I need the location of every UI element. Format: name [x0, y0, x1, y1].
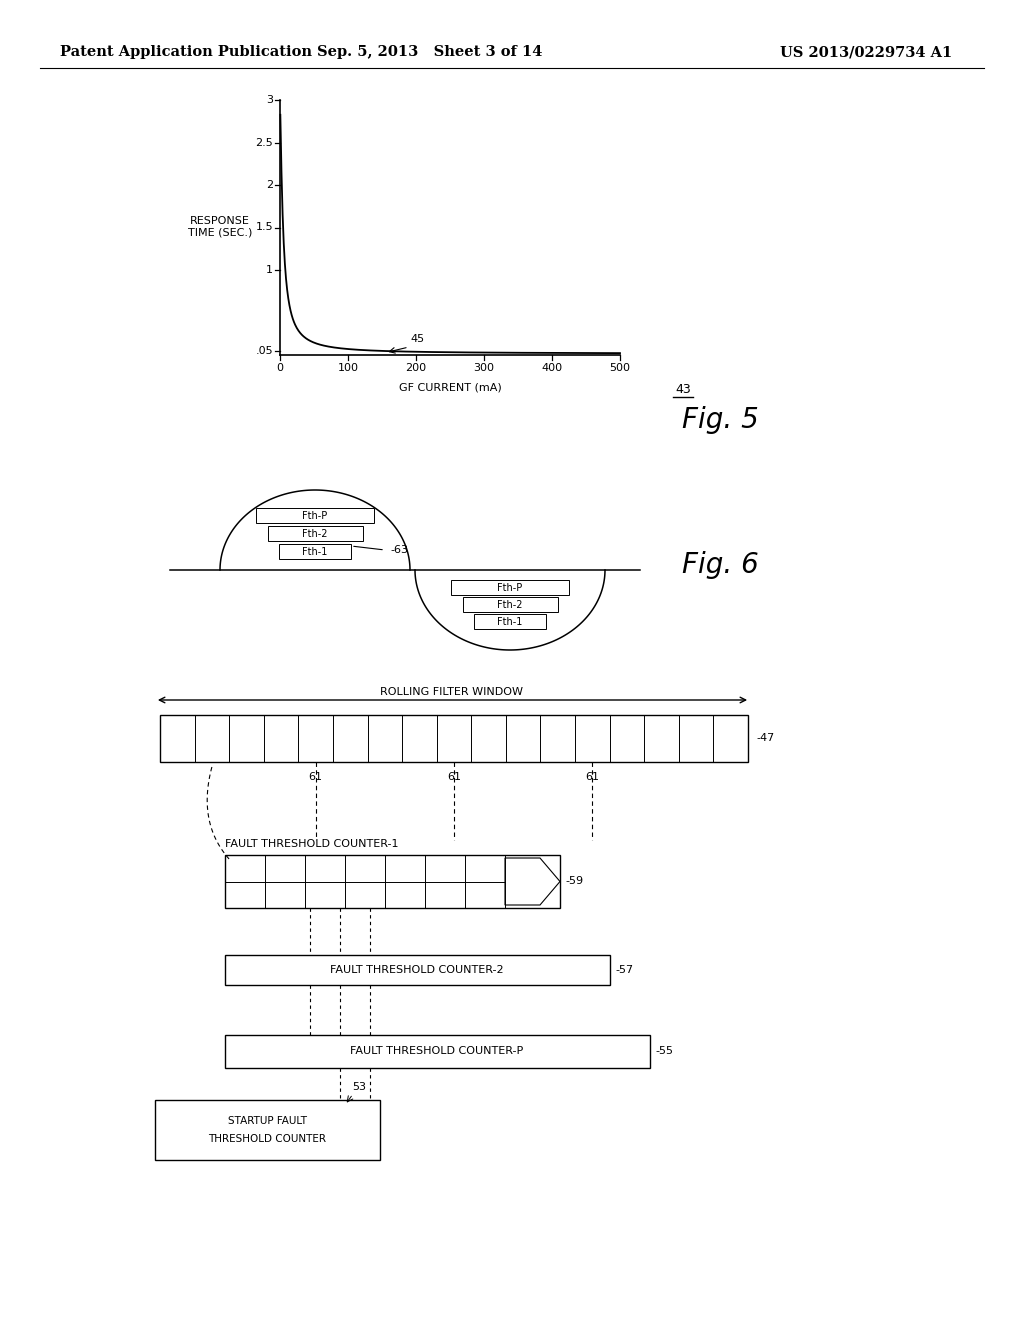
Text: THRESHOLD COUNTER: THRESHOLD COUNTER — [208, 1134, 326, 1144]
Text: Fth-P: Fth-P — [302, 511, 328, 521]
Text: 1.5: 1.5 — [255, 223, 273, 232]
Text: 400: 400 — [542, 363, 562, 374]
Text: -59: -59 — [565, 876, 583, 887]
Text: Fth-1: Fth-1 — [302, 546, 328, 557]
Polygon shape — [505, 858, 560, 906]
Bar — [225, 954, 610, 985]
Text: Fth-1: Fth-1 — [498, 616, 522, 627]
Text: 100: 100 — [338, 363, 358, 374]
Bar — [256, 508, 374, 523]
Text: FAULT THRESHOLD COUNTER-1: FAULT THRESHOLD COUNTER-1 — [225, 840, 398, 849]
Text: Fth-2: Fth-2 — [302, 529, 328, 539]
Text: 200: 200 — [406, 363, 427, 374]
Text: FAULT THRESHOLD COUNTER-P: FAULT THRESHOLD COUNTER-P — [350, 1045, 523, 1056]
Text: ROLLING FILTER WINDOW: ROLLING FILTER WINDOW — [381, 686, 523, 697]
Text: -47: -47 — [756, 733, 774, 743]
Text: 53: 53 — [352, 1082, 366, 1092]
Text: RESPONSE
TIME (SEC.): RESPONSE TIME (SEC.) — [187, 216, 252, 238]
Text: 2.5: 2.5 — [255, 137, 273, 148]
Text: 2: 2 — [266, 180, 273, 190]
Text: Patent Application Publication: Patent Application Publication — [60, 45, 312, 59]
Bar — [474, 614, 546, 630]
Text: 61: 61 — [308, 772, 323, 781]
Bar — [268, 525, 362, 541]
Text: Fig. 6: Fig. 6 — [682, 550, 759, 579]
Text: 43: 43 — [675, 383, 691, 396]
Text: US 2013/0229734 A1: US 2013/0229734 A1 — [780, 45, 952, 59]
Text: .05: .05 — [255, 346, 273, 356]
Text: 3: 3 — [266, 95, 273, 106]
Text: Fth-P: Fth-P — [498, 583, 522, 593]
Text: STARTUP FAULT: STARTUP FAULT — [227, 1115, 306, 1126]
Bar — [155, 1100, 380, 1160]
Text: -63: -63 — [390, 545, 408, 554]
Text: -57: -57 — [615, 965, 633, 975]
Text: FAULT THRESHOLD COUNTER-2: FAULT THRESHOLD COUNTER-2 — [330, 965, 504, 975]
Text: Sep. 5, 2013   Sheet 3 of 14: Sep. 5, 2013 Sheet 3 of 14 — [317, 45, 543, 59]
Text: -55: -55 — [655, 1045, 673, 1056]
Text: 500: 500 — [609, 363, 631, 374]
Bar — [160, 715, 748, 762]
Bar — [463, 597, 558, 612]
Text: 45: 45 — [411, 334, 425, 345]
Text: 300: 300 — [473, 363, 495, 374]
Text: 0: 0 — [276, 363, 284, 374]
Text: 61: 61 — [447, 772, 461, 781]
Text: 61: 61 — [586, 772, 599, 781]
Bar — [225, 1035, 650, 1068]
Bar — [451, 579, 569, 595]
Text: Fth-2: Fth-2 — [498, 601, 522, 610]
Text: Fig. 5: Fig. 5 — [682, 407, 759, 434]
Text: 1: 1 — [266, 265, 273, 275]
Bar — [225, 855, 560, 908]
Text: GF CURRENT (mA): GF CURRENT (mA) — [398, 383, 502, 393]
Bar — [279, 544, 351, 558]
